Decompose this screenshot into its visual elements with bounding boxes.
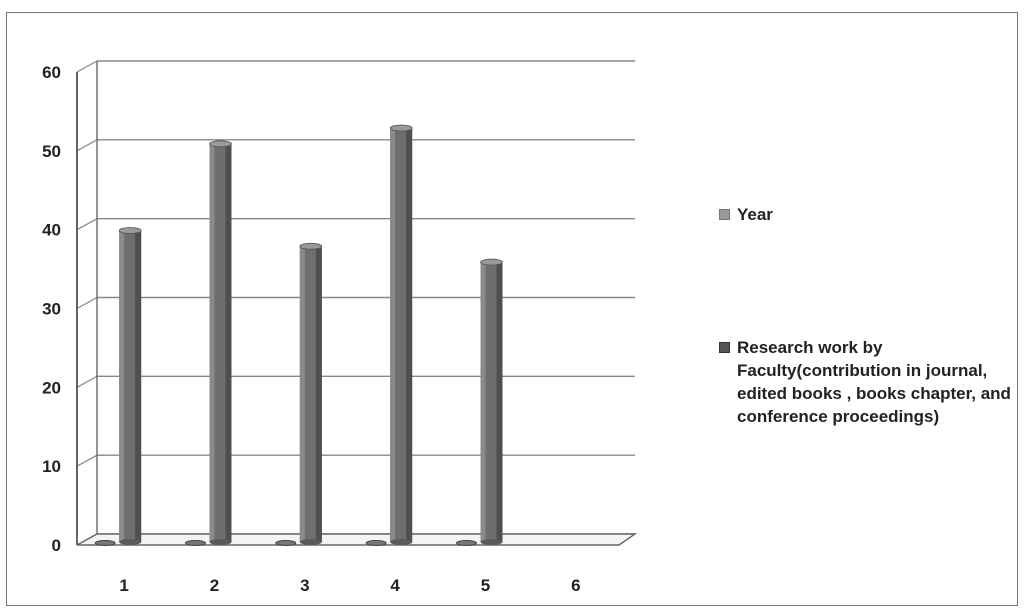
x-tick-labels: 1 2 3 4 5 6 — [119, 576, 580, 595]
legend-item-year: Year — [719, 203, 1026, 226]
y-tick-label: 0 — [52, 536, 61, 555]
y-tick-label: 10 — [42, 457, 61, 476]
y-tick-label: 60 — [42, 63, 61, 82]
y-tick-label: 50 — [42, 142, 61, 161]
legend-label-research: Research work by Faculty(contribution in… — [737, 338, 1011, 426]
chart-frame: 0 10 20 30 40 50 60 1 2 3 4 5 6 Year Research work … — [6, 12, 1018, 606]
y-tick-label: 20 — [42, 378, 61, 397]
side-wall-line — [76, 296, 98, 310]
bar-year — [185, 540, 206, 546]
bar-research — [209, 140, 232, 545]
bar-year — [456, 540, 477, 546]
bar-research — [299, 242, 323, 545]
side-wall-line — [76, 60, 98, 73]
bar-year — [275, 540, 297, 546]
side-wall-line — [76, 218, 98, 231]
y-tick-labels: 0 10 20 30 40 50 60 — [42, 63, 61, 555]
bar-research — [480, 258, 503, 545]
side-wall-line — [76, 454, 98, 467]
x-tick-label: 2 — [210, 576, 219, 595]
legend-swatch-year — [719, 209, 730, 220]
x-tick-label: 6 — [571, 576, 580, 595]
x-tick-label: 4 — [390, 576, 400, 595]
x-tick-label: 1 — [119, 576, 128, 595]
axes — [76, 61, 638, 546]
floor — [76, 533, 638, 546]
legend-swatch-research — [719, 342, 730, 353]
side-wall-line — [76, 375, 98, 388]
x-tick-label: 3 — [300, 576, 309, 595]
y-tick-label: 30 — [42, 300, 61, 319]
side-wall-line — [76, 139, 98, 152]
gridlines — [76, 60, 635, 546]
x-tick-label: 5 — [481, 576, 490, 595]
bar-year — [94, 540, 116, 546]
legend-label-year: Year — [737, 205, 773, 224]
legend-item-research: Research work by Faculty(contribution in… — [719, 336, 1026, 428]
bar-research — [118, 227, 142, 545]
bar-chart: 0 10 20 30 40 50 60 1 2 3 4 5 6 — [42, 60, 638, 595]
legend: Year Research work by Faculty(contributi… — [719, 203, 1026, 538]
y-tick-label: 40 — [42, 221, 61, 240]
bars — [94, 124, 503, 546]
bar-research — [389, 124, 413, 545]
bar-year — [365, 540, 387, 546]
